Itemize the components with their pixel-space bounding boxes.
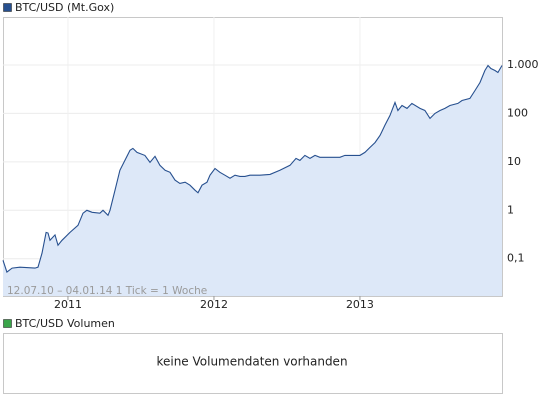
legend-swatch bbox=[3, 3, 12, 12]
legend-swatch bbox=[3, 319, 12, 328]
no-data-message: keine Volumendaten vorhanden bbox=[156, 355, 347, 369]
legend-label: BTC/USD (Mt.Gox) bbox=[15, 1, 114, 14]
price-line bbox=[2, 64, 503, 274]
area bbox=[3, 65, 502, 296]
y-tick-label: 10 bbox=[507, 155, 521, 168]
legend-label: BTC/USD Volumen bbox=[15, 317, 115, 330]
x-tick-label: 2011 bbox=[54, 298, 82, 311]
y-tick-label: 0,1 bbox=[507, 252, 525, 265]
range-note: 12.07.10 – 04.01.14 1 Tick = 1 Woche bbox=[7, 285, 207, 297]
x-tick-label: 2013 bbox=[346, 298, 374, 311]
y-tick-label: 100 bbox=[507, 106, 528, 119]
y-tick-label: 1.000 bbox=[507, 58, 539, 71]
volume-frame bbox=[3, 333, 503, 394]
y-tick-label: 1 bbox=[507, 203, 514, 216]
x-tick-label: 2012 bbox=[200, 298, 228, 311]
